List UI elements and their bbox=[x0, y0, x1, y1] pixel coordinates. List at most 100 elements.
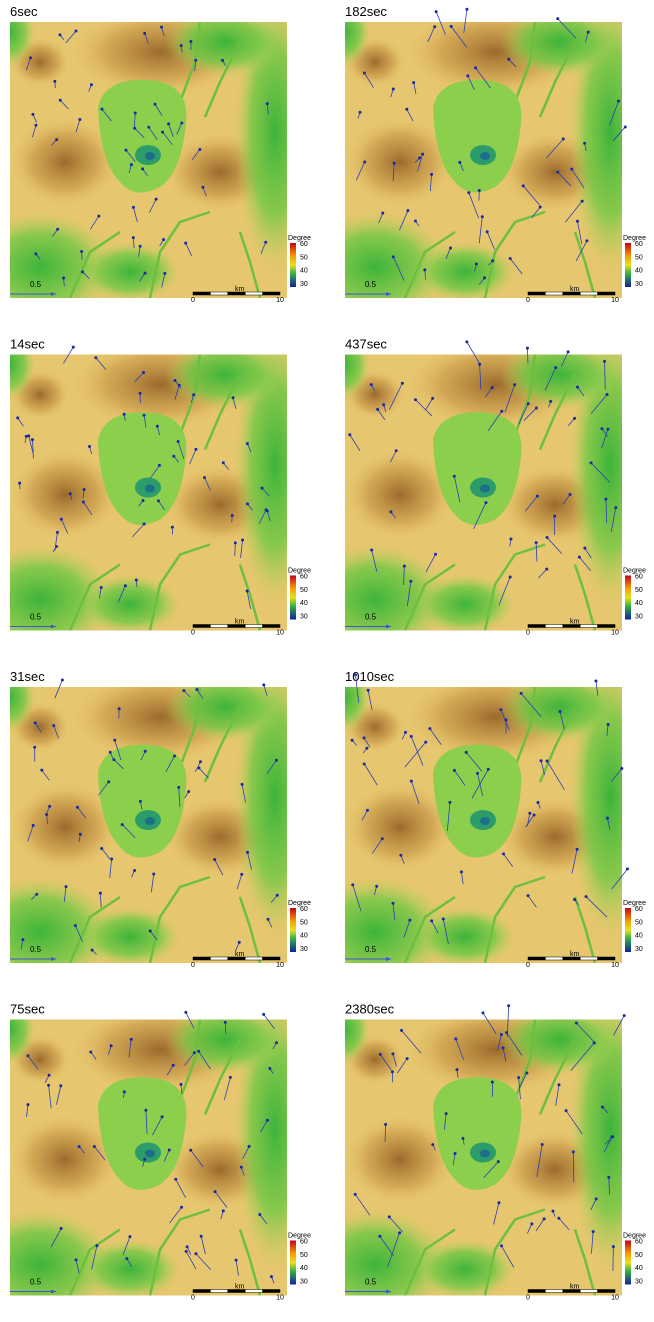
vector-head bbox=[418, 156, 421, 159]
vector-head bbox=[585, 239, 588, 242]
scale-start: 0 bbox=[191, 630, 195, 637]
vector-head bbox=[606, 428, 609, 431]
vector-head bbox=[581, 200, 584, 203]
vector-head bbox=[481, 1011, 484, 1014]
vector-head bbox=[504, 718, 507, 721]
vector-head bbox=[160, 26, 163, 29]
vector-head bbox=[505, 1031, 508, 1034]
vector-head bbox=[370, 549, 373, 552]
vector-head bbox=[556, 171, 559, 174]
vector-head bbox=[403, 565, 406, 568]
vector-head bbox=[185, 1250, 188, 1253]
vector-head bbox=[453, 475, 456, 478]
scale-start: 0 bbox=[526, 630, 530, 637]
vector-head bbox=[381, 837, 384, 840]
colorbar-tick: 50 bbox=[300, 587, 308, 594]
scale-segment bbox=[545, 1290, 562, 1293]
vector-head bbox=[97, 215, 100, 218]
vector-head bbox=[491, 386, 494, 389]
vector-head bbox=[78, 1145, 81, 1148]
vector-head bbox=[423, 268, 426, 271]
vector-head bbox=[568, 493, 571, 496]
vector-head bbox=[576, 220, 579, 223]
vector-head bbox=[55, 138, 58, 141]
vector-head bbox=[100, 108, 103, 111]
vector-head bbox=[509, 537, 512, 540]
vector-head bbox=[59, 99, 62, 102]
vector-head bbox=[194, 1252, 197, 1255]
vector-head bbox=[476, 772, 479, 775]
colorbar-tick: 30 bbox=[300, 281, 308, 288]
vector-head bbox=[266, 509, 269, 512]
vector-head bbox=[125, 149, 128, 152]
vector-head bbox=[229, 1076, 232, 1079]
colorbar bbox=[290, 908, 296, 952]
vector-head bbox=[74, 30, 77, 33]
vector-head bbox=[121, 823, 124, 826]
vector-head bbox=[398, 1231, 401, 1234]
colorbar bbox=[290, 576, 296, 620]
vector-head bbox=[460, 870, 463, 873]
vector-head bbox=[56, 531, 59, 534]
vector-head bbox=[620, 767, 623, 770]
vector-head bbox=[45, 813, 48, 816]
scale-end: 10 bbox=[276, 962, 284, 969]
vector-head bbox=[110, 858, 113, 861]
scale-segment bbox=[210, 292, 227, 295]
vector-head bbox=[199, 760, 202, 763]
vector-head bbox=[585, 895, 588, 898]
colorbar-tick: 50 bbox=[635, 587, 643, 594]
vector-head bbox=[528, 812, 531, 815]
vector-head bbox=[16, 416, 19, 419]
vector-head bbox=[526, 347, 529, 350]
vector-head bbox=[81, 270, 84, 273]
vector-head bbox=[450, 25, 453, 28]
vector-head bbox=[497, 1160, 500, 1163]
vector-head bbox=[379, 1053, 382, 1056]
vector-head bbox=[507, 58, 510, 61]
colorbar-tick: 30 bbox=[635, 946, 643, 953]
colorbar bbox=[290, 1241, 296, 1285]
vector-head bbox=[536, 801, 539, 804]
vector-head bbox=[405, 108, 408, 111]
vector-head bbox=[184, 1011, 187, 1014]
vector-head bbox=[187, 790, 190, 793]
vector-head bbox=[134, 112, 137, 115]
vector-head bbox=[391, 1052, 394, 1055]
vector-head bbox=[89, 1050, 92, 1053]
vector-head bbox=[31, 438, 34, 441]
scale-segment bbox=[545, 292, 562, 295]
vector-head bbox=[186, 1245, 189, 1248]
vector-head bbox=[32, 824, 35, 827]
scale-end: 10 bbox=[611, 962, 619, 969]
vector-head bbox=[507, 1004, 510, 1007]
vector-head bbox=[35, 893, 38, 896]
terrain-map bbox=[0, 0, 315, 322]
vector-head bbox=[180, 1083, 183, 1086]
vector-head bbox=[382, 403, 385, 406]
vector-scale-label: 0.5 bbox=[30, 280, 42, 289]
vector-head bbox=[262, 683, 265, 686]
vector-head bbox=[124, 584, 127, 587]
vector-head bbox=[391, 1070, 394, 1073]
scale-start: 0 bbox=[526, 297, 530, 304]
vector-head bbox=[414, 398, 417, 401]
vector-head bbox=[392, 255, 395, 258]
colorbar bbox=[625, 243, 631, 287]
figure-canvas: 6secDegree605040300.5km01014secDegree605… bbox=[0, 0, 654, 1322]
vector-head bbox=[549, 400, 552, 403]
vector-head bbox=[465, 8, 468, 11]
colorbar-tick: 50 bbox=[635, 919, 643, 926]
scale-segment bbox=[263, 625, 280, 628]
scale-start: 0 bbox=[191, 297, 195, 304]
scale-segment bbox=[228, 625, 245, 628]
vector-head bbox=[156, 425, 159, 428]
vector-head bbox=[157, 499, 160, 502]
vector-head bbox=[65, 885, 68, 888]
scale-end: 10 bbox=[611, 297, 619, 304]
colorbar bbox=[290, 243, 296, 287]
vector-head bbox=[93, 1145, 96, 1148]
vector-head bbox=[500, 1033, 503, 1036]
vector-head bbox=[484, 501, 487, 504]
vector-head bbox=[139, 245, 142, 248]
